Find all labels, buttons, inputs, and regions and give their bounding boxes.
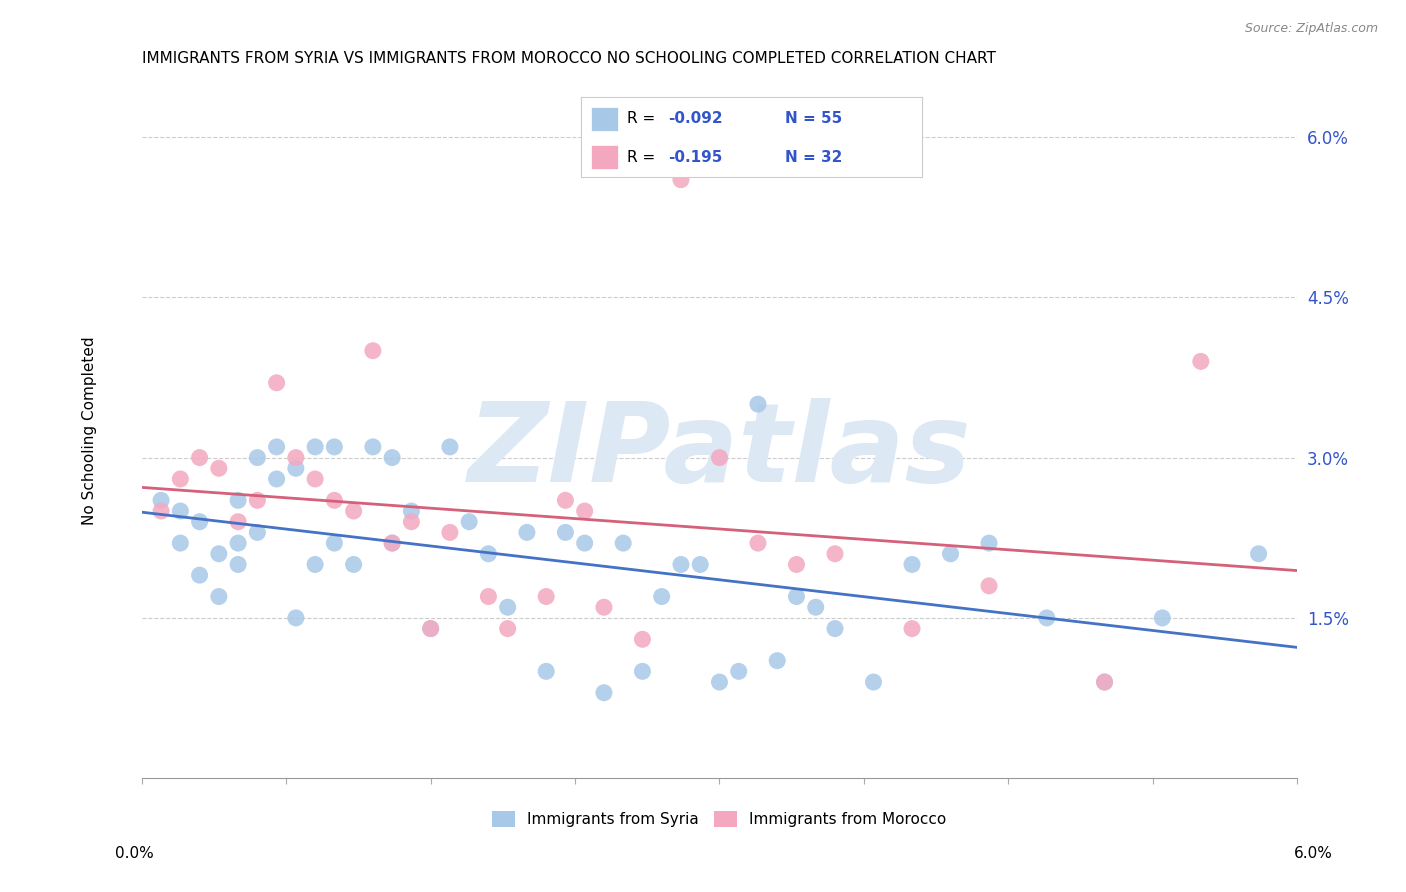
Point	[824, 547, 846, 561]
Point	[439, 440, 461, 454]
Point	[266, 472, 288, 486]
Point	[208, 461, 231, 475]
Text: No Schooling Completed: No Schooling Completed	[83, 336, 97, 525]
Point	[689, 558, 711, 572]
Point	[1036, 611, 1059, 625]
Point	[554, 493, 576, 508]
Point	[266, 376, 288, 390]
Text: 6.0%: 6.0%	[1294, 847, 1333, 861]
Point	[169, 504, 191, 518]
Point	[458, 515, 481, 529]
Point	[401, 504, 423, 518]
Point	[226, 515, 249, 529]
Point	[304, 472, 326, 486]
Point	[188, 450, 211, 465]
Point	[574, 536, 596, 550]
Point	[824, 622, 846, 636]
Point	[631, 665, 654, 679]
Point	[651, 590, 673, 604]
Point	[612, 536, 634, 550]
Point	[208, 590, 231, 604]
Point	[496, 600, 519, 615]
Point	[901, 622, 924, 636]
Point	[804, 600, 827, 615]
Point	[343, 558, 366, 572]
Legend: Immigrants from Syria, Immigrants from Morocco: Immigrants from Syria, Immigrants from M…	[486, 805, 953, 833]
Title: IMMIGRANTS FROM SYRIA VS IMMIGRANTS FROM MOROCCO NO SCHOOLING COMPLETED CORRELAT: IMMIGRANTS FROM SYRIA VS IMMIGRANTS FROM…	[142, 51, 995, 66]
Point	[534, 665, 557, 679]
Point	[766, 654, 789, 668]
Point	[304, 440, 326, 454]
Text: Source: ZipAtlas.com: Source: ZipAtlas.com	[1244, 22, 1378, 36]
Point	[554, 525, 576, 540]
Point	[727, 665, 749, 679]
Point	[709, 675, 731, 690]
Point	[226, 558, 249, 572]
Point	[246, 525, 269, 540]
Point	[516, 525, 538, 540]
Point	[226, 536, 249, 550]
Point	[862, 675, 884, 690]
Point	[150, 504, 173, 518]
Point	[977, 536, 1000, 550]
Point	[901, 558, 924, 572]
Point	[593, 686, 616, 700]
Point	[439, 525, 461, 540]
Point	[323, 440, 346, 454]
Point	[188, 568, 211, 582]
Point	[323, 536, 346, 550]
Point	[477, 590, 499, 604]
Point	[419, 622, 441, 636]
Point	[747, 536, 769, 550]
Point	[169, 536, 191, 550]
Point	[1094, 675, 1116, 690]
Point	[477, 547, 499, 561]
Point	[208, 547, 231, 561]
Point	[304, 558, 326, 572]
Point	[593, 600, 616, 615]
Point	[284, 450, 307, 465]
Point	[939, 547, 962, 561]
Point	[747, 397, 769, 411]
Point	[169, 472, 191, 486]
Point	[1094, 675, 1116, 690]
Point	[284, 461, 307, 475]
Point	[188, 515, 211, 529]
Point	[284, 611, 307, 625]
Point	[496, 622, 519, 636]
Point	[669, 558, 692, 572]
Text: 0.0%: 0.0%	[115, 847, 155, 861]
Point	[1189, 354, 1212, 368]
Point	[1247, 547, 1270, 561]
Point	[381, 536, 404, 550]
Point	[785, 590, 807, 604]
Point	[266, 440, 288, 454]
Point	[361, 343, 384, 358]
Point	[534, 590, 557, 604]
Point	[323, 493, 346, 508]
Point	[977, 579, 1000, 593]
Point	[709, 450, 731, 465]
Point	[785, 558, 807, 572]
Point	[1152, 611, 1174, 625]
Point	[401, 515, 423, 529]
Point	[419, 622, 441, 636]
Point	[361, 440, 384, 454]
Point	[246, 493, 269, 508]
Point	[381, 450, 404, 465]
Point	[343, 504, 366, 518]
Point	[150, 493, 173, 508]
Point	[381, 536, 404, 550]
Point	[669, 172, 692, 186]
Point	[226, 493, 249, 508]
Text: ZIPatlas: ZIPatlas	[468, 398, 972, 505]
Point	[631, 632, 654, 647]
Point	[574, 504, 596, 518]
Point	[246, 450, 269, 465]
